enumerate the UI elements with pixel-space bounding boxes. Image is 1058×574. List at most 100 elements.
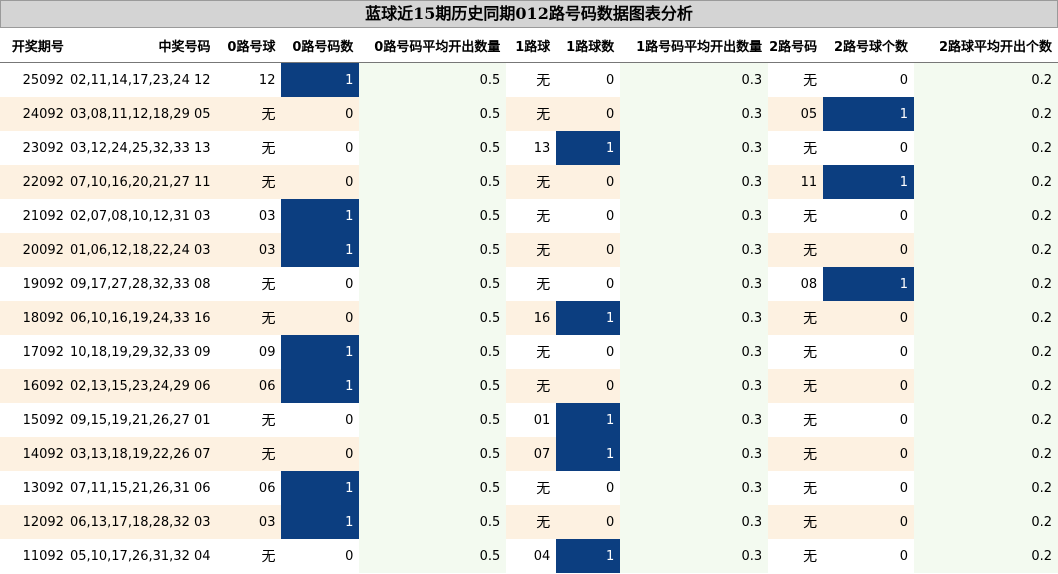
cell-route0-ball: 12 — [216, 62, 282, 97]
cell-route1-count: 1 — [556, 301, 621, 335]
cell-draw-number: 21092 — [0, 199, 70, 233]
cell-winning-numbers: 10,18,19,29,32,33 09 — [69, 335, 217, 369]
table-row: 17092 10,18,19,29,32,33 09 09 1 0.5 无 0 0.3 无 0 0.… — [0, 335, 1058, 369]
cell-winning-numbers: 02,13,15,23,24,29 06 — [69, 369, 217, 403]
cell-route0-avg: 0.5 — [359, 369, 507, 403]
cell-route2-ball: 无 — [768, 199, 824, 233]
cell-route0-avg: 0.5 — [359, 97, 507, 131]
cell-draw-number: 13092 — [0, 471, 70, 505]
column-header-route2-ball: 2路号码 — [768, 28, 824, 63]
cell-route1-ball: 无 — [506, 62, 557, 97]
cell-route1-count: 0 — [556, 97, 621, 131]
cell-route0-ball: 03 — [216, 199, 282, 233]
cell-route2-avg: 0.2 — [914, 437, 1058, 471]
cell-route2-ball: 无 — [768, 301, 824, 335]
cell-route1-count: 0 — [556, 267, 621, 301]
cell-route1-avg: 0.3 — [620, 199, 769, 233]
cell-route1-avg: 0.3 — [620, 539, 769, 573]
cell-route1-avg: 0.3 — [620, 505, 769, 539]
cell-route1-count: 0 — [556, 62, 621, 97]
cell-route2-avg: 0.2 — [914, 335, 1058, 369]
cell-route2-avg: 0.2 — [914, 369, 1058, 403]
table-row: 12092 06,13,17,18,28,32 03 03 1 0.5 无 0 0.3 无 0 0.… — [0, 505, 1058, 539]
cell-route2-avg: 0.2 — [914, 165, 1058, 199]
cell-route2-avg: 0.2 — [914, 233, 1058, 267]
table-row: 25092 02,11,14,17,23,24 12 12 1 0.5 无 0 0.3 无 0 0.… — [0, 62, 1058, 97]
cell-route1-ball: 无 — [506, 267, 557, 301]
table-row: 23092 03,12,24,25,32,33 13 无 0 0.5 13 1 0.3 无 0 0.… — [0, 131, 1058, 165]
cell-route0-ball: 无 — [216, 301, 282, 335]
table-row: 11092 05,10,17,26,31,32 04 无 0 0.5 04 1 0.3 无 0 0.… — [0, 539, 1058, 573]
column-header-route1-count: 1路球数 — [556, 28, 621, 63]
cell-route2-ball: 11 — [768, 165, 824, 199]
table-row: 16092 02,13,15,23,24,29 06 06 1 0.5 无 0 0.3 无 0 0.… — [0, 369, 1058, 403]
cell-route1-avg: 0.3 — [620, 233, 769, 267]
cell-route1-avg: 0.3 — [620, 165, 769, 199]
cell-winning-numbers: 03,12,24,25,32,33 13 — [69, 131, 217, 165]
cell-draw-number: 14092 — [0, 437, 70, 471]
cell-route0-count: 1 — [281, 62, 360, 97]
cell-route1-count: 0 — [556, 471, 621, 505]
cell-route2-avg: 0.2 — [914, 539, 1058, 573]
cell-route2-count: 0 — [823, 403, 915, 437]
cell-route2-count: 0 — [823, 199, 915, 233]
column-header-route1-avg: 1路号码平均开出数量 — [620, 28, 769, 63]
cell-route2-ball: 无 — [768, 233, 824, 267]
cell-draw-number: 18092 — [0, 301, 70, 335]
cell-route1-ball: 无 — [506, 471, 557, 505]
cell-route2-count: 0 — [823, 301, 915, 335]
column-header-route2-avg: 2路球平均开出个数 — [914, 28, 1058, 63]
cell-route2-ball: 无 — [768, 471, 824, 505]
cell-route2-count: 0 — [823, 62, 915, 97]
cell-route0-avg: 0.5 — [359, 437, 507, 471]
cell-route0-count: 0 — [281, 437, 360, 471]
cell-route2-count: 0 — [823, 233, 915, 267]
cell-route1-avg: 0.3 — [620, 62, 769, 97]
cell-route1-count: 1 — [556, 539, 621, 573]
cell-route0-ball: 03 — [216, 505, 282, 539]
cell-draw-number: 22092 — [0, 165, 70, 199]
cell-route2-avg: 0.2 — [914, 301, 1058, 335]
cell-winning-numbers: 01,06,12,18,22,24 03 — [69, 233, 217, 267]
cell-winning-numbers: 03,13,18,19,22,26 07 — [69, 437, 217, 471]
cell-route1-count: 0 — [556, 505, 621, 539]
cell-winning-numbers: 02,07,08,10,12,31 03 — [69, 199, 217, 233]
cell-route0-ball: 无 — [216, 437, 282, 471]
cell-route0-avg: 0.5 — [359, 199, 507, 233]
cell-route2-avg: 0.2 — [914, 505, 1058, 539]
cell-draw-number: 19092 — [0, 267, 70, 301]
cell-route1-count: 1 — [556, 131, 621, 165]
cell-route1-ball: 无 — [506, 369, 557, 403]
cell-route2-ball: 无 — [768, 131, 824, 165]
cell-route0-ball: 无 — [216, 131, 282, 165]
table-row: 15092 09,15,19,21,26,27 01 无 0 0.5 01 1 0.3 无 0 0.… — [0, 403, 1058, 437]
cell-route1-ball: 无 — [506, 335, 557, 369]
cell-route2-ball: 无 — [768, 539, 824, 573]
cell-route1-ball: 无 — [506, 97, 557, 131]
cell-route0-avg: 0.5 — [359, 131, 507, 165]
column-header-route1-ball: 1路球 — [506, 28, 557, 63]
cell-route1-count: 0 — [556, 233, 621, 267]
cell-winning-numbers: 06,10,16,19,24,33 16 — [69, 301, 217, 335]
cell-route1-avg: 0.3 — [620, 335, 769, 369]
table-row: 22092 07,10,16,20,21,27 11 无 0 0.5 无 0 0.3 11 1 0.… — [0, 165, 1058, 199]
cell-route2-avg: 0.2 — [914, 267, 1058, 301]
cell-route0-avg: 0.5 — [359, 233, 507, 267]
cell-winning-numbers: 03,08,11,12,18,29 05 — [69, 97, 217, 131]
cell-route0-avg: 0.5 — [359, 539, 507, 573]
cell-route0-count: 1 — [281, 335, 360, 369]
table-row: 19092 09,17,27,28,32,33 08 无 0 0.5 无 0 0.3 08 1 0.… — [0, 267, 1058, 301]
cell-route2-count: 0 — [823, 131, 915, 165]
cell-route1-ball: 01 — [506, 403, 557, 437]
cell-route1-ball: 无 — [506, 505, 557, 539]
cell-route0-count: 0 — [281, 301, 360, 335]
cell-route2-ball: 无 — [768, 505, 824, 539]
table-body: 25092 02,11,14,17,23,24 12 12 1 0.5 无 0 0.3 无 0 0.… — [0, 62, 1058, 573]
header-row: 开奖期号 中奖号码 0路号球 0路号码数 0路号码平均开出数量 1路球 1路球数 1路号码平均… — [0, 28, 1058, 63]
cell-route1-avg: 0.3 — [620, 267, 769, 301]
cell-route2-avg: 0.2 — [914, 131, 1058, 165]
cell-route2-avg: 0.2 — [914, 97, 1058, 131]
cell-route1-avg: 0.3 — [620, 131, 769, 165]
cell-winning-numbers: 06,13,17,18,28,32 03 — [69, 505, 217, 539]
cell-draw-number: 25092 — [0, 62, 70, 97]
